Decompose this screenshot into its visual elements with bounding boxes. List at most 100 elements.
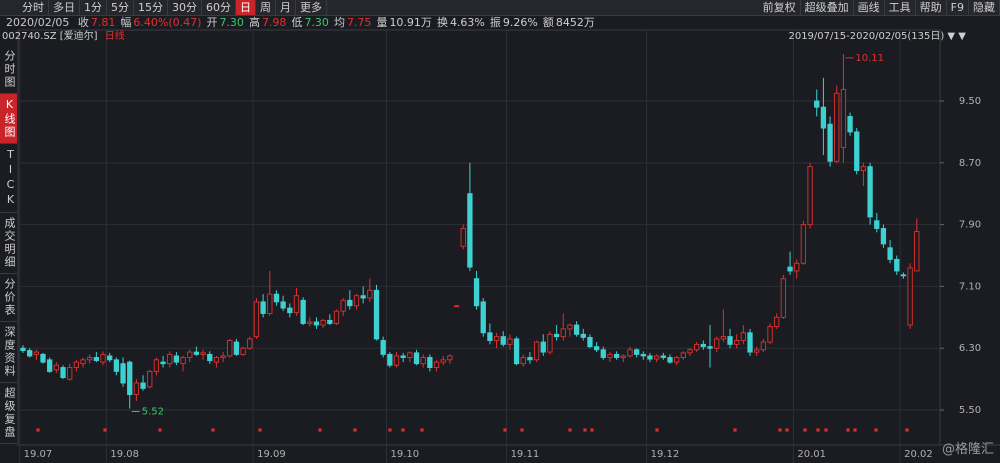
tool-button[interactable]: 隐藏 [969, 0, 1000, 15]
period-tab[interactable]: 更多 [296, 0, 327, 15]
quote-item: 换 4.63% [437, 16, 485, 29]
tool-button[interactable]: 工具 [885, 0, 916, 15]
event-marker [158, 428, 162, 432]
side-tab[interactable]: 成交明细 [0, 213, 17, 274]
x-tick-label: 19.08 [110, 449, 139, 460]
period-tab[interactable]: 月 [276, 0, 296, 15]
toolbar: 分时 多日 1分 5分 15分 30分 60分日周月更多 前复权 超级叠加 画线 工具 帮助 F9 隐藏 [0, 0, 1000, 16]
event-marker [520, 428, 524, 432]
candle-body [360, 295, 366, 299]
quote-label: 量 [376, 16, 388, 29]
quote-label: 高 [248, 16, 260, 29]
candle-body [233, 341, 240, 355]
period-tab[interactable]: 多日 [49, 0, 80, 15]
candle-body [714, 338, 720, 349]
quote-label: 收 [77, 16, 89, 29]
event-marker [388, 428, 392, 432]
period-tab[interactable]: 30分 [168, 0, 202, 15]
side-tab[interactable]: K线图 [0, 94, 17, 144]
candle-body [327, 319, 333, 324]
tool-button[interactable]: 画线 [854, 0, 885, 15]
range-text: 2019/07/15-2020/02/05(135日) [788, 31, 945, 42]
period-tab[interactable]: 15分 [134, 0, 168, 15]
candle-body [293, 295, 300, 314]
candle-body [307, 321, 313, 324]
event-marker [853, 428, 857, 432]
stock-name: [爱迪尔] [59, 31, 98, 42]
period-tab[interactable]: 60分 [202, 0, 236, 15]
candle-body [567, 324, 573, 330]
tool-button[interactable]: 超级叠加 [801, 0, 854, 15]
event-marker [824, 428, 828, 432]
candle-body [160, 361, 166, 365]
candle-body [687, 349, 693, 354]
side-tab[interactable]: TICK [0, 144, 17, 213]
event-marker [778, 428, 782, 432]
tool-button[interactable]: 前复权 [759, 0, 801, 15]
period-tab[interactable]: 周 [256, 0, 276, 15]
candle-body [707, 346, 713, 349]
candle-body [260, 301, 266, 314]
candle-body [807, 166, 813, 226]
candle-body [500, 336, 506, 345]
event-marker [874, 428, 878, 432]
tool-button[interactable]: 帮助 [916, 0, 947, 15]
candle-body [413, 352, 420, 365]
candle-body [453, 305, 460, 308]
side-tab[interactable]: 超级复盘 [0, 383, 17, 444]
candle-body [840, 88, 847, 148]
annotation: 10.11 [855, 53, 884, 64]
side-tab[interactable]: 深度资料 [0, 322, 17, 383]
stock-label: 002740.SZ [爱迪尔] 日线 [2, 31, 125, 43]
watermark: @格隆汇 [941, 442, 994, 457]
event-marker [590, 428, 594, 432]
y-tick-label: 7.90 [959, 220, 981, 231]
candle-body [220, 355, 226, 358]
candle-body [340, 299, 346, 312]
candle-body [700, 343, 706, 348]
candle-body [847, 116, 853, 133]
candle-body [247, 338, 253, 349]
event-marker [318, 428, 322, 432]
period-tabs: 分时 多日 1分 5分 15分 30分 60分日周月更多 [18, 0, 327, 15]
candle-body [420, 357, 426, 365]
event-marker [733, 428, 737, 432]
period-tab[interactable]: 分时 [18, 0, 49, 15]
event-marker [36, 428, 40, 432]
candle-body [480, 301, 486, 334]
event-marker [846, 428, 850, 432]
candle-body [854, 131, 860, 171]
candle-body [300, 299, 306, 324]
candle-body [907, 267, 913, 326]
period-tab[interactable]: 日 [236, 0, 256, 15]
x-tick-label: 20.02 [904, 449, 933, 460]
candle-body [520, 357, 526, 365]
quote-value: 7.98 [261, 16, 287, 29]
candle-body [93, 357, 100, 362]
candle-body [867, 166, 873, 218]
candle-body [127, 361, 133, 396]
side-tab[interactable]: 分价表 [0, 274, 17, 322]
period-tab[interactable]: 5分 [107, 0, 134, 15]
candle-body [780, 278, 787, 318]
candle-body [507, 338, 513, 345]
candle-body [467, 193, 473, 268]
candle-body [133, 382, 140, 396]
tool-button[interactable]: F9 [947, 0, 969, 15]
quote-item: 幅 6.40%(0.47) [120, 16, 201, 29]
period-tab[interactable]: 1分 [80, 0, 107, 15]
x-tick-label: 19.10 [391, 449, 420, 460]
candle-body [47, 359, 53, 372]
side-tab[interactable]: 分时图 [0, 46, 17, 94]
candle-body [227, 340, 233, 357]
candle-body [200, 352, 206, 355]
candle-body [900, 274, 907, 277]
candle-body [533, 341, 540, 361]
candle-body [894, 258, 900, 272]
candle-body [820, 106, 827, 129]
y-tick-label: 6.30 [959, 343, 981, 354]
candle-body [880, 228, 887, 245]
candle-body [267, 293, 273, 314]
date-range: 2019/07/15-2020/02/05(135日) ▼ ▼ [788, 31, 966, 42]
